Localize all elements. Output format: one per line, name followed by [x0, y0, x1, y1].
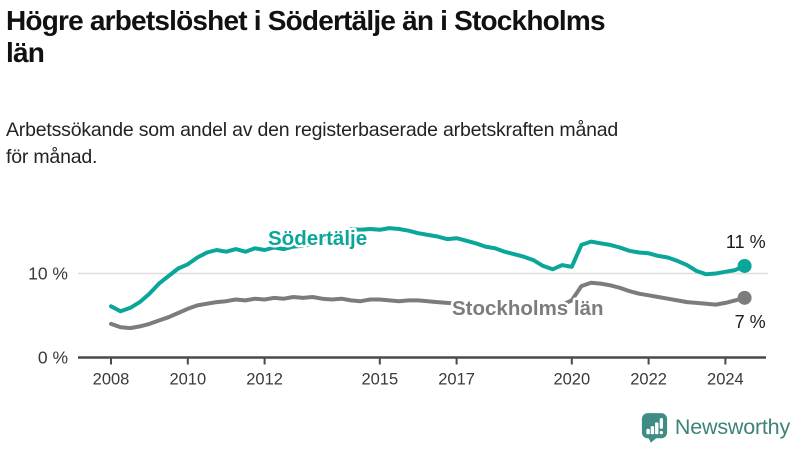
- x-tick-label-2015: 2015: [361, 371, 398, 389]
- x-tick-label-2012: 2012: [246, 371, 283, 389]
- x-tick-label-2017: 2017: [438, 371, 475, 389]
- x-tick-label-2010: 2010: [169, 371, 206, 389]
- newsworthy-logo-text: Newsworthy: [674, 415, 790, 439]
- line-södertälje: [109, 226, 747, 314]
- x-tick-label-2020: 2020: [553, 371, 590, 389]
- end-dot-södertälje: [737, 258, 752, 273]
- end-dot-stockholms-län: [737, 290, 752, 305]
- y-tick-label-0%: 0 %: [38, 348, 68, 368]
- newsworthy-logo[interactable]: Newsworthy: [641, 412, 790, 443]
- line-stockholms-län: [109, 280, 747, 331]
- end-value-label-stockholms-län: 7 %: [735, 312, 766, 332]
- series-label-södertälje: Södertälje: [268, 227, 367, 250]
- x-tick-label-2024: 2024: [707, 371, 744, 389]
- y-tick-label-10%: 10 %: [28, 264, 68, 284]
- page-subtitle: Arbetssökande som andel av den registerb…: [6, 119, 619, 168]
- end-value-label-södertälje: 11 %: [726, 232, 766, 252]
- x-tick-label-2008: 2008: [93, 371, 130, 389]
- x-tick-label-2022: 2022: [630, 371, 667, 389]
- newsworthy-chart-bubble-icon: [641, 413, 668, 443]
- page-title: Högre arbetslöshet i Södertälje än i Sto…: [6, 5, 606, 69]
- series-label-stockholms-län: Stockholms län: [452, 297, 604, 320]
